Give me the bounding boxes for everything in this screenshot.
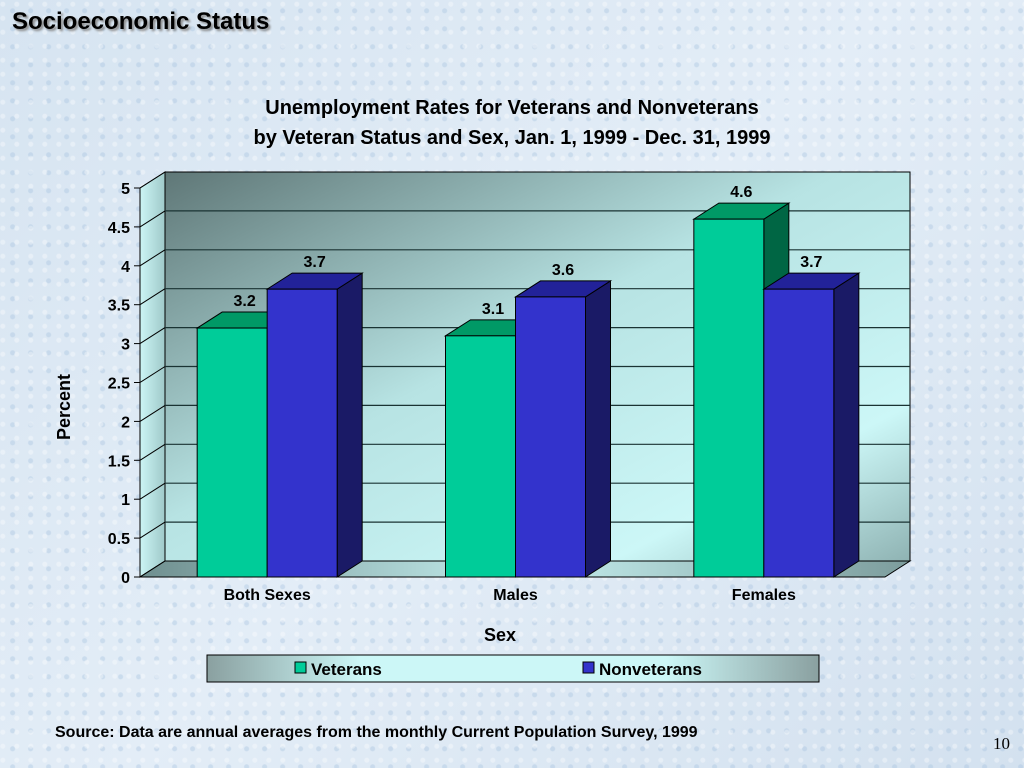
y-tick-label: 5: [121, 181, 130, 198]
y-tick-label: 4: [121, 259, 130, 276]
y-tick-label: 3: [121, 337, 130, 354]
x-tick-label: Females: [732, 587, 796, 604]
y-tick-label: 0: [121, 570, 130, 587]
data-label: 3.7: [304, 254, 326, 271]
x-axis-label: Sex: [484, 625, 516, 645]
data-label: 3.2: [234, 293, 256, 310]
source-note: Source: Data are annual averages from th…: [55, 724, 698, 741]
legend-label: Veterans: [311, 660, 382, 679]
plot-area: 0 0.5 1 1.5 2 2.5 3 3.5 4 4.5 5 Percent 3.2 3.7 Both S…: [54, 171, 912, 645]
legend-item-veterans: Veterans: [294, 660, 382, 679]
legend-swatch: [294, 661, 307, 674]
y-tick-label: 0.5: [108, 531, 130, 548]
bar-nonveterans-females: 3.7: [762, 254, 861, 578]
x-tick-label: Males: [493, 587, 538, 604]
chart-title-line-1: Unemployment Rates for Veterans and Nonv…: [265, 97, 759, 119]
legend: Veterans Nonveterans: [206, 654, 820, 683]
data-label: 3.6: [552, 262, 574, 279]
y-axis-label: Percent: [54, 374, 74, 440]
y-tick-label: 2: [121, 414, 130, 431]
data-label: 3.7: [800, 254, 822, 271]
page-number: 10: [993, 734, 1010, 753]
legend-item-nonveterans: Nonveterans: [582, 660, 702, 679]
legend-swatch: [582, 661, 595, 674]
bar-nonveterans-males: 3.6: [513, 262, 613, 578]
bar-veterans-females: 4.6: [692, 184, 791, 578]
data-label: 4.6: [730, 184, 752, 201]
chart-title: Unemployment Rates for Veterans and Nonv…: [0, 93, 1024, 153]
bar-nonveterans-both-sexes: 3.7: [265, 254, 364, 578]
legend-label: Nonveterans: [599, 660, 702, 679]
y-tick-label: 1: [121, 492, 130, 509]
x-tick-label: Both Sexes: [224, 587, 311, 604]
y-tick-label: 4.5: [108, 220, 130, 237]
chart-title-line-2: by Veteran Status and Sex, Jan. 1, 1999 …: [253, 127, 771, 149]
y-tick-label: 1.5: [108, 453, 130, 470]
y-tick-label: 2.5: [108, 376, 130, 393]
y-tick-label: 3.5: [108, 298, 130, 315]
slide-title: Socioeconomic Status: [12, 8, 270, 35]
data-label: 3.1: [482, 301, 504, 318]
